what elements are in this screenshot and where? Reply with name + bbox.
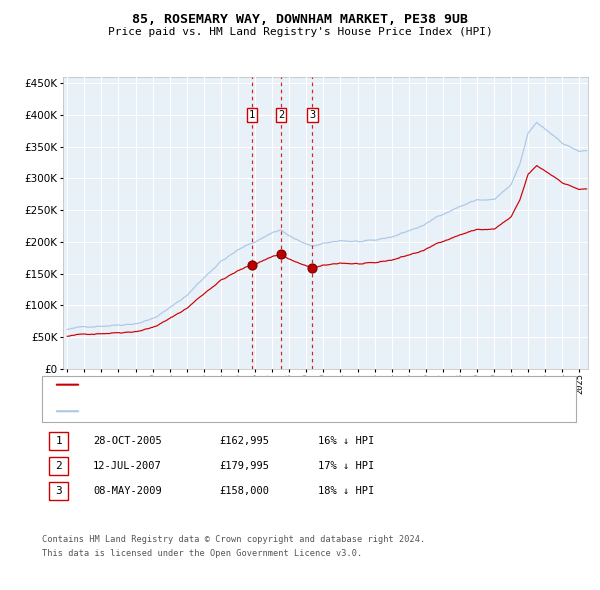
Text: 2: 2 — [55, 461, 62, 471]
Text: Price paid vs. HM Land Registry's House Price Index (HPI): Price paid vs. HM Land Registry's House … — [107, 27, 493, 37]
Text: 1: 1 — [55, 437, 62, 446]
Text: 85, ROSEMARY WAY, DOWNHAM MARKET, PE38 9UB (detached house): 85, ROSEMARY WAY, DOWNHAM MARKET, PE38 9… — [84, 380, 431, 389]
Text: £158,000: £158,000 — [219, 486, 269, 496]
Text: HPI: Average price, detached house, King's Lynn and West Norfolk: HPI: Average price, detached house, King… — [84, 407, 460, 416]
Text: Contains HM Land Registry data © Crown copyright and database right 2024.: Contains HM Land Registry data © Crown c… — [42, 535, 425, 544]
Text: £162,995: £162,995 — [219, 437, 269, 446]
Text: This data is licensed under the Open Government Licence v3.0.: This data is licensed under the Open Gov… — [42, 549, 362, 558]
Text: 2: 2 — [278, 110, 284, 120]
Text: 18% ↓ HPI: 18% ↓ HPI — [318, 486, 374, 496]
Text: £179,995: £179,995 — [219, 461, 269, 471]
Text: 1: 1 — [249, 110, 255, 120]
Text: 08-MAY-2009: 08-MAY-2009 — [93, 486, 162, 496]
Text: 16% ↓ HPI: 16% ↓ HPI — [318, 437, 374, 446]
Text: 3: 3 — [55, 486, 62, 496]
Text: 17% ↓ HPI: 17% ↓ HPI — [318, 461, 374, 471]
Text: 28-OCT-2005: 28-OCT-2005 — [93, 437, 162, 446]
Text: 3: 3 — [310, 110, 316, 120]
Text: 85, ROSEMARY WAY, DOWNHAM MARKET, PE38 9UB: 85, ROSEMARY WAY, DOWNHAM MARKET, PE38 9… — [132, 13, 468, 26]
Text: 12-JUL-2007: 12-JUL-2007 — [93, 461, 162, 471]
